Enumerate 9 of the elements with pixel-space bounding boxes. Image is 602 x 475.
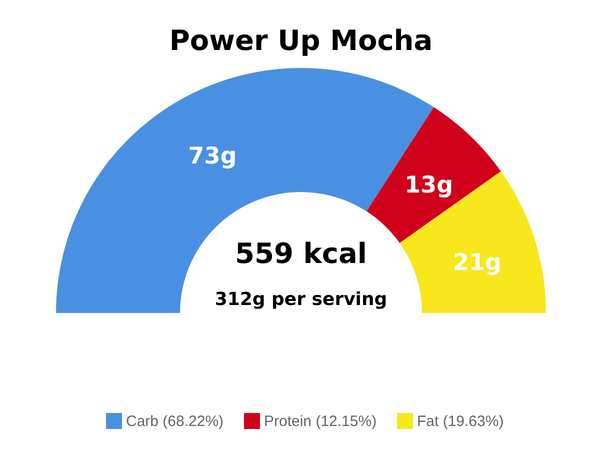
legend-label: Protein (12.15%) — [264, 413, 377, 430]
data-label: 13g — [404, 172, 454, 198]
data-label: 73g — [188, 144, 237, 170]
legend-label: Fat (19.63%) — [417, 413, 504, 430]
legend-label: Carb (68.22%) — [126, 413, 224, 430]
text: 312g per serving — [214, 289, 388, 310]
data-label: 21g — [453, 250, 502, 276]
chart-title: Power Up Mocha — [169, 24, 433, 57]
text: 559 kcal — [235, 237, 367, 270]
